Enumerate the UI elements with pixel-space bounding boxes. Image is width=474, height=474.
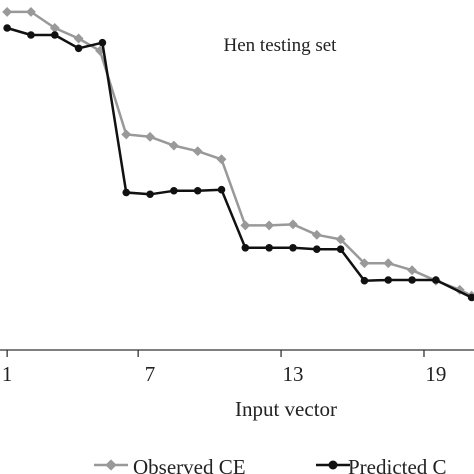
data-point <box>241 244 250 252</box>
series-line-1 <box>6 26 473 299</box>
data-point <box>467 293 474 302</box>
data-point <box>289 244 297 252</box>
data-point <box>240 220 251 231</box>
x-tick-label: 7 <box>145 362 156 386</box>
data-point <box>3 24 11 32</box>
data-point <box>407 265 418 276</box>
data-point <box>336 245 345 253</box>
data-point <box>216 154 227 165</box>
data-point <box>2 6 13 17</box>
data-point <box>122 188 131 197</box>
data-point <box>146 190 154 199</box>
data-point <box>383 258 394 269</box>
data-point <box>312 245 321 253</box>
data-point <box>73 33 84 44</box>
data-point <box>359 258 370 269</box>
legend-observed-label: Observed CE <box>133 455 246 474</box>
legend-predicted-marker <box>328 460 338 470</box>
data-point <box>168 140 179 151</box>
data-point <box>74 44 83 53</box>
data-point <box>360 276 369 285</box>
data-point <box>311 229 322 240</box>
data-point <box>288 219 298 230</box>
data-point <box>26 6 36 17</box>
plot-area <box>2 6 474 302</box>
data-point <box>121 129 132 140</box>
data-point <box>192 146 203 157</box>
x-tick-label: 13 <box>282 362 303 386</box>
legend-predicted-label: Predicted C <box>348 455 447 474</box>
data-point <box>49 23 60 33</box>
data-point <box>170 186 178 195</box>
data-point <box>145 131 156 142</box>
data-point <box>408 276 416 284</box>
legend-observed-marker <box>105 459 117 471</box>
data-point <box>432 276 440 284</box>
data-point <box>98 38 107 47</box>
x-axis-label: Input vector <box>235 397 337 421</box>
chart-title: Hen testing set <box>224 35 338 56</box>
data-point <box>384 276 393 284</box>
legend: Observed CE Predicted C <box>94 455 447 474</box>
data-point <box>27 31 35 39</box>
data-point <box>264 220 275 231</box>
data-point <box>265 244 273 252</box>
data-point <box>50 31 59 39</box>
data-point <box>193 186 202 195</box>
x-tick-label: 1 <box>2 362 13 386</box>
data-point <box>217 185 226 194</box>
x-axis-ticks: 1 7 13 19 <box>2 350 446 386</box>
data-point <box>335 234 346 245</box>
x-tick-label: 19 <box>425 362 446 386</box>
